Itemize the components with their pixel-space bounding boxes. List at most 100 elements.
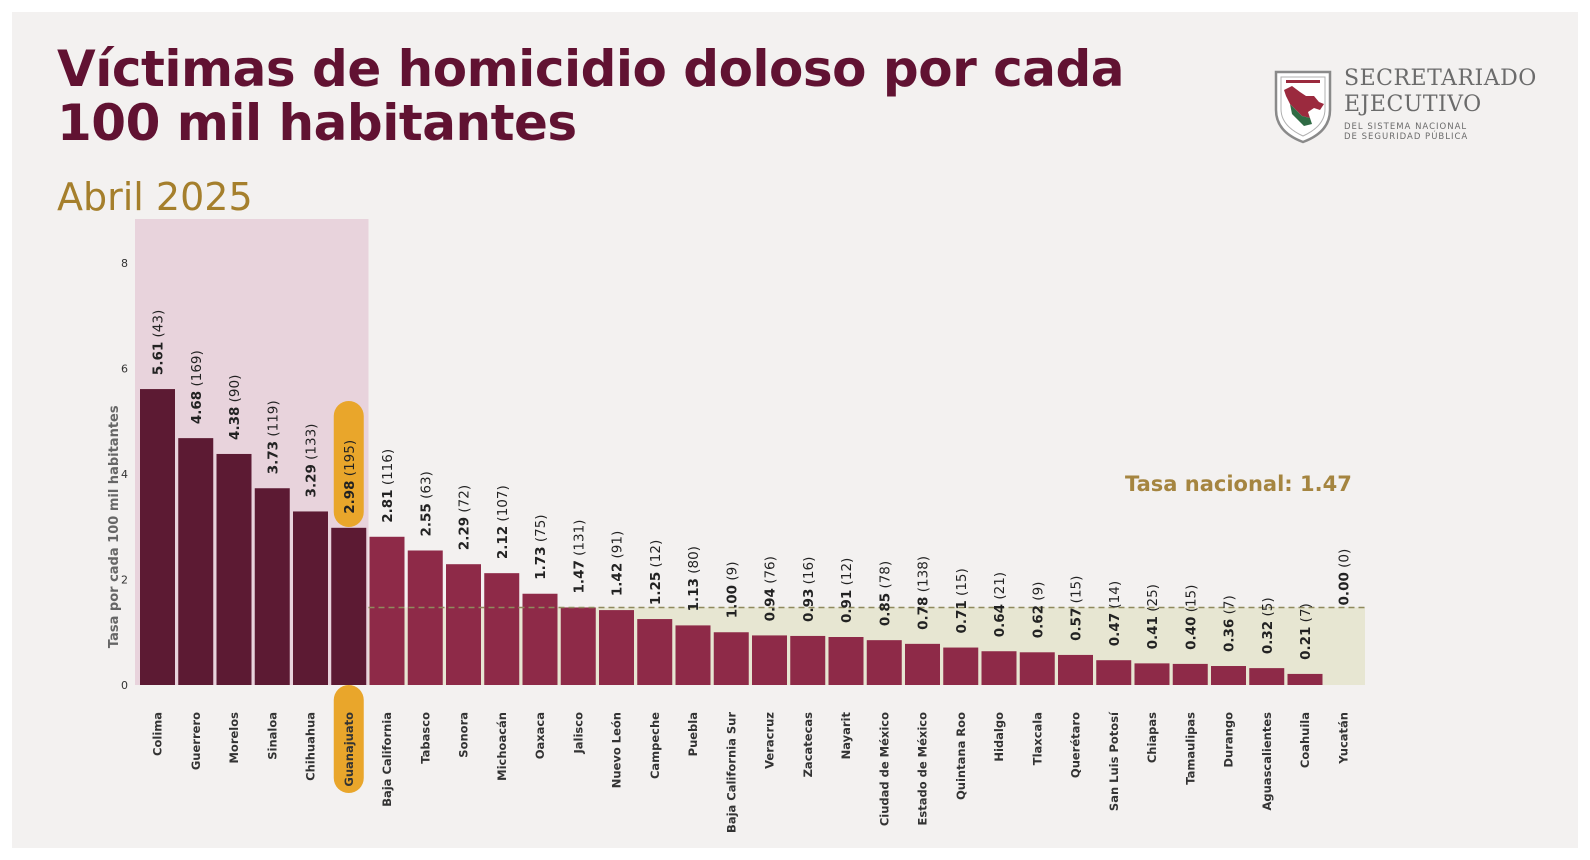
national-rate-label: Tasa nacional: 1.47: [1125, 472, 1352, 496]
category-label: Tamaulipas: [1183, 712, 1197, 785]
bar: [790, 635, 826, 685]
value-label: 0.57 (15): [1069, 576, 1085, 641]
highlight-value-pill: [333, 401, 364, 527]
value-label-count: (12): [839, 558, 855, 590]
value-label-count: (76): [763, 556, 779, 588]
value-label-count: (63): [418, 471, 434, 503]
category-label: Hidalgo: [992, 712, 1006, 762]
value-label-rate: 0.71: [954, 600, 970, 633]
value-label-count: (107): [495, 485, 511, 526]
category-label: Nuevo León: [610, 712, 624, 788]
value-label-rate: 0.78: [916, 597, 932, 630]
value-label: 1.73 (75): [533, 514, 549, 579]
category-label: Baja California: [380, 712, 394, 807]
value-label-count: (15): [1183, 585, 1199, 617]
value-label: 5.61 (43): [151, 310, 167, 375]
value-label-count: (0): [1336, 549, 1352, 572]
bar: [905, 643, 940, 685]
value-label-rate: 1.42: [610, 563, 626, 596]
category-label: Sinaloa: [265, 712, 279, 760]
bar: [713, 632, 749, 685]
value-label-count: (5): [1260, 597, 1276, 620]
category-label: Durango: [1222, 712, 1236, 768]
value-label: 3.29 (133): [304, 424, 320, 498]
value-label-rate: 4.68: [189, 391, 205, 424]
value-label-count: (78): [877, 561, 893, 593]
value-label-count: (119): [265, 400, 281, 441]
value-label-count: (7): [1298, 603, 1314, 626]
value-label-rate: 0.40: [1183, 617, 1199, 650]
category-label: Chiapas: [1145, 712, 1159, 763]
value-label-rate: 1.00: [724, 585, 740, 618]
value-label-rate: 0.00: [1336, 572, 1352, 605]
logo-text-line2: EJECUTIVO: [1344, 92, 1482, 117]
bar: [599, 610, 634, 685]
bar: [828, 636, 864, 685]
value-label: 0.00 (0): [1336, 549, 1352, 606]
highlight-category-pill: [333, 685, 364, 793]
value-label: 4.38 (90): [227, 375, 243, 440]
value-label: 1.13 (80): [686, 546, 702, 611]
slide-background: Víctimas de homicidio doloso por cada 10…: [12, 12, 1578, 848]
value-label: 0.40 (15): [1183, 585, 1199, 650]
value-label: 1.42 (91): [610, 531, 626, 596]
value-label: 0.78 (138): [916, 556, 932, 630]
value-label-rate: 3.29: [304, 464, 320, 497]
bar: [866, 640, 902, 685]
category-label: Jalisco: [571, 712, 585, 755]
value-label-rate: 0.32: [1260, 621, 1276, 654]
value-label-rate: 5.61: [151, 342, 167, 375]
category-label: Estado de México: [916, 712, 930, 826]
bar: [943, 647, 979, 685]
value-label: 0.62 (9): [1030, 582, 1046, 639]
value-label-rate: 0.94: [763, 588, 779, 621]
value-label-count: (138): [916, 556, 932, 597]
value-label: 0.36 (7): [1222, 595, 1238, 652]
value-label: 2.29 (72): [457, 485, 473, 550]
bar: [1134, 663, 1170, 685]
value-label-count: (169): [189, 350, 205, 391]
value-label: 2.12 (107): [495, 485, 511, 559]
category-label: Oaxaca: [533, 712, 547, 759]
y-axis-label: Tasa por cada 100 mil habitantes: [107, 405, 122, 648]
value-label-count: (91): [610, 531, 626, 563]
value-label-count: (195): [342, 440, 358, 481]
logo-text-line4: DE SEGURIDAD PÚBLICA: [1344, 132, 1469, 142]
value-label-count: (75): [533, 514, 549, 546]
value-label-rate: 1.25: [648, 572, 664, 605]
value-label-rate: 0.64: [992, 604, 1008, 637]
category-label: Zacatecas: [801, 712, 815, 778]
value-label-rate: 4.38: [227, 407, 243, 440]
bar: [407, 550, 443, 685]
category-label: Michoacán: [495, 712, 509, 781]
value-label: 0.64 (21): [992, 572, 1008, 637]
category-label: Puebla: [686, 712, 700, 756]
category-label: Guanajuato: [342, 712, 356, 787]
value-label-rate: 0.62: [1030, 605, 1046, 638]
value-label: 1.00 (9): [724, 562, 740, 619]
bar: [522, 593, 558, 685]
value-label: 0.41 (25): [1145, 584, 1161, 649]
y-tick-label: 8: [121, 257, 128, 270]
value-label-rate: 1.47: [571, 560, 587, 593]
category-label: Baja California Sur: [724, 712, 738, 833]
value-label-rate: 2.29: [457, 517, 473, 550]
value-label: 2.98 (195): [342, 440, 358, 514]
value-label-count: (25): [1145, 584, 1161, 616]
value-label-rate: 0.41: [1145, 616, 1161, 649]
category-label: Guerrero: [189, 712, 203, 770]
logo-text-line3: DEL SISTEMA NACIONAL: [1344, 122, 1468, 132]
bar: [981, 651, 1017, 685]
value-label-count: (9): [724, 562, 740, 585]
value-label: 2.55 (63): [418, 471, 434, 536]
value-label: 0.85 (78): [877, 561, 893, 626]
bar: [369, 536, 405, 685]
value-label-count: (15): [954, 568, 970, 600]
value-label-count: (80): [686, 546, 702, 578]
bar: [484, 573, 520, 685]
bar: [446, 564, 481, 685]
value-label-count: (43): [151, 310, 167, 342]
bar: [560, 607, 596, 685]
chart-subtitle: Abril 2025: [57, 175, 253, 219]
bar: [140, 389, 175, 685]
